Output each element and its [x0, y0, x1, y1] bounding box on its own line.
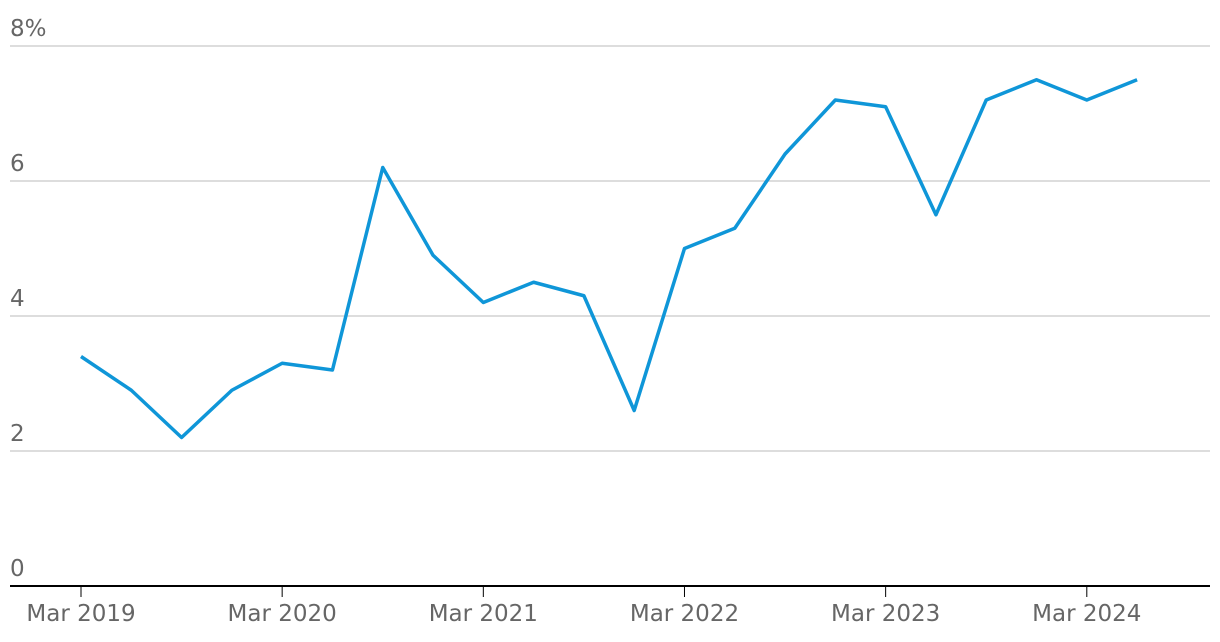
y-tick-label: 0	[10, 556, 25, 582]
x-tick-label: Mar 2024	[1032, 601, 1141, 627]
y-tick-label: 2	[10, 421, 25, 447]
x-tick-label: Mar 2022	[630, 601, 739, 627]
line	[80, 78, 1138, 440]
x-tick-label: Mar 2023	[831, 601, 940, 627]
x-tick-label: Mar 2019	[26, 601, 135, 627]
x-tick-label: Mar 2021	[429, 601, 538, 627]
y-tick-label: 4	[10, 286, 25, 312]
y-tick-label: 6	[10, 151, 25, 177]
y-tick-label: 8%	[10, 16, 47, 42]
x-tick-label: Mar 2020	[228, 601, 337, 627]
